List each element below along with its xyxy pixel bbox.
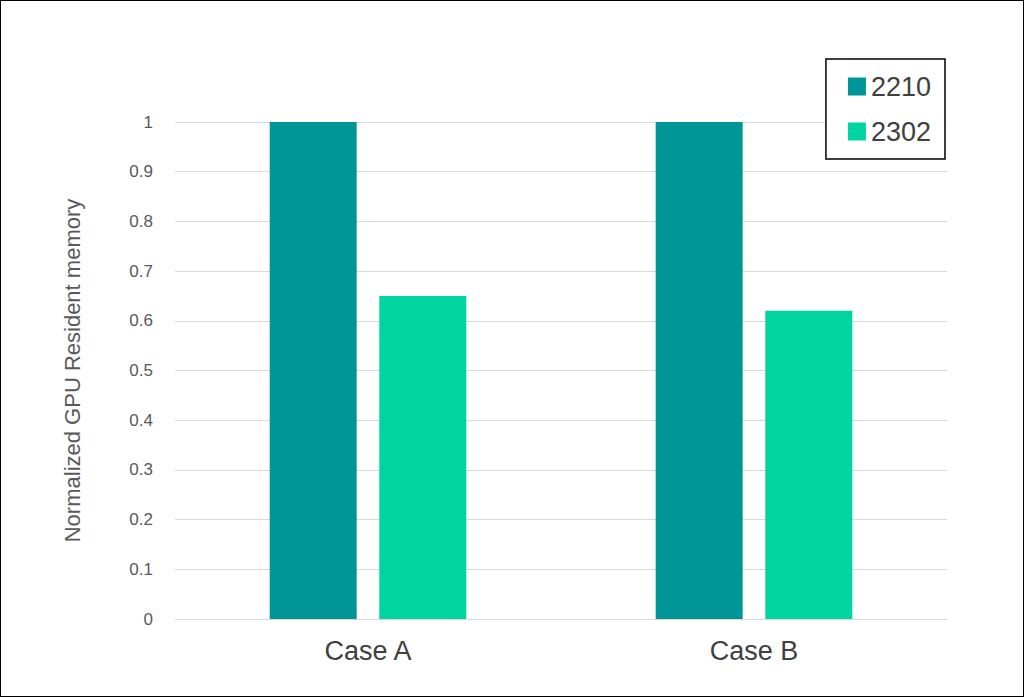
- svg-text:0.3: 0.3: [129, 460, 153, 479]
- svg-text:Case A: Case A: [324, 636, 411, 666]
- svg-text:Normalized GPU Resident memory: Normalized GPU Resident memory: [60, 199, 85, 543]
- svg-text:0.9: 0.9: [129, 162, 153, 181]
- svg-text:0.5: 0.5: [129, 361, 153, 380]
- svg-text:0.6: 0.6: [129, 311, 153, 330]
- svg-text:0: 0: [144, 610, 153, 629]
- svg-text:0.1: 0.1: [129, 560, 153, 579]
- svg-text:1: 1: [144, 113, 153, 132]
- svg-text:2210: 2210: [871, 72, 931, 102]
- svg-text:Case B: Case B: [710, 636, 799, 666]
- svg-text:2302: 2302: [871, 117, 931, 147]
- svg-text:0.2: 0.2: [129, 510, 153, 529]
- svg-text:0.7: 0.7: [129, 262, 153, 281]
- svg-text:0.8: 0.8: [129, 212, 153, 231]
- svg-text:0.4: 0.4: [129, 411, 153, 430]
